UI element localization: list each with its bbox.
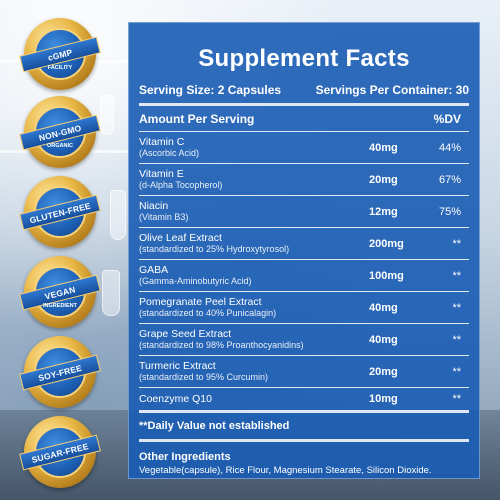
- fact-row-pomegranate: Pomegranate Peel Extract (standardized t…: [129, 292, 479, 323]
- ingredient-name: Pomegranate Peel Extract: [139, 296, 262, 308]
- ingredient-amount: 100mg: [369, 269, 404, 282]
- ingredient-amount: 20mg: [369, 365, 398, 378]
- divider: [139, 131, 469, 132]
- divider: [139, 103, 469, 106]
- ingredient-dv: **: [452, 237, 461, 250]
- lab-bottle: [100, 95, 114, 135]
- divider: [139, 259, 469, 260]
- ingredient-name: Vitamin E: [139, 168, 184, 180]
- ingredient-amount: 10mg: [369, 393, 398, 405]
- fact-row-grape-seed: Grape Seed Extract (standardized to 98% …: [129, 324, 479, 355]
- other-ingredients-title: Other Ingredients: [139, 451, 231, 463]
- fact-row-coq10: Coenzyme Q10 10mg **: [129, 388, 479, 410]
- lab-bottle: [110, 190, 126, 240]
- fact-row-vitamin-e: Vitamin E (d-Alpha Tocopherol) 20mg 67%: [129, 164, 479, 195]
- amount-header: Amount Per Serving: [139, 112, 255, 126]
- badge-sublabel: FACILITY: [47, 65, 73, 71]
- amount-header-row: Amount Per Serving %DV: [129, 106, 479, 131]
- ingredient-detail: (standardized to 98% Proanthocyanidins): [139, 340, 304, 350]
- fact-row-vitamin-c: Vitamin C (Ascorbic Acid) 40mg 44%: [129, 132, 479, 163]
- ingredient-detail: (standardized to 95% Curcumin): [139, 372, 269, 382]
- ingredient-detail: (Vitamin B3): [139, 212, 189, 222]
- fact-row-niacin: Niacin (Vitamin B3) 12mg 75%: [129, 196, 479, 227]
- ingredient-amount: 40mg: [369, 301, 398, 314]
- divider: [139, 355, 469, 356]
- fact-row-turmeric: Turmeric Extract (standardized to 95% Cu…: [129, 356, 479, 387]
- badge-sublabel: INGREDIENT: [43, 303, 77, 309]
- badge-vegan: VEGAN INGREDIENT: [19, 256, 101, 328]
- ingredient-name: Coenzyme Q10: [139, 393, 212, 405]
- badge-non-gmo: NON-GMO ORGANIC: [19, 96, 101, 168]
- ingredient-dv: **: [452, 393, 461, 405]
- badge-sugar-free: SUGAR-FREE: [19, 416, 101, 488]
- ingredient-name: Vitamin C: [139, 136, 185, 148]
- ingredient-name: Olive Leaf Extract: [139, 232, 222, 244]
- ingredient-name: GABA: [139, 264, 169, 276]
- badge-soy-free: SOY-FREE: [19, 336, 101, 408]
- ingredient-name: Turmeric Extract: [139, 360, 216, 372]
- dv-header: %DV: [433, 112, 461, 126]
- serving-size: Serving Size: 2 Capsules: [139, 83, 282, 97]
- ingredient-amount: 12mg: [369, 205, 398, 218]
- divider: [139, 387, 469, 388]
- fact-row-olive-leaf: Olive Leaf Extract (standardized to 25% …: [129, 228, 479, 259]
- ingredient-dv: **: [452, 269, 461, 282]
- servings-per-container: Servings Per Container: 30: [315, 83, 469, 97]
- ingredient-amount: 20mg: [369, 173, 398, 186]
- ingredient-dv: 75%: [438, 205, 461, 218]
- ingredient-dv: 67%: [438, 173, 461, 186]
- ingredient-amount: 200mg: [369, 237, 404, 250]
- serving-info: Serving Size: 2 Capsules Servings Per Co…: [129, 73, 479, 103]
- panel-title: Supplement Facts: [198, 45, 410, 72]
- badge-sublabel: ORGANIC: [47, 143, 73, 149]
- divider: [139, 227, 469, 228]
- ingredient-dv: **: [452, 333, 461, 346]
- daily-value-note: **Daily Value not established: [139, 420, 290, 432]
- ingredient-name: Niacin: [139, 200, 169, 212]
- ingredient-dv: **: [452, 365, 461, 378]
- ingredient-detail: (standardized to 25% Hydroxytyrosol): [139, 244, 290, 254]
- ingredient-dv: **: [452, 301, 461, 314]
- ingredient-name: Grape Seed Extract: [139, 328, 232, 340]
- ingredient-detail: (Ascorbic Acid): [139, 148, 200, 158]
- divider: [139, 163, 469, 164]
- badge-gluten-free: GLUTEN-FREE: [19, 176, 101, 248]
- other-ingredients-text: Vegetable(capsule), Rice Flour, Magnesiu…: [139, 465, 432, 476]
- ingredient-detail: (standardized to 40% Punicalagin): [139, 308, 277, 318]
- divider: [139, 410, 469, 413]
- ingredient-amount: 40mg: [369, 141, 398, 154]
- divider: [139, 439, 469, 442]
- ingredient-detail: (d-Alpha Tocopherol): [139, 180, 223, 190]
- ingredient-dv: 44%: [438, 141, 461, 154]
- lab-bottle: [102, 270, 120, 316]
- divider: [139, 323, 469, 324]
- divider: [139, 291, 469, 292]
- fact-row-gaba: GABA (Gamma-Aminobutyric Acid) 100mg **: [129, 260, 479, 291]
- badge-cgmp: cGMP FACILITY: [19, 18, 101, 90]
- ingredient-detail: (Gamma-Aminobutyric Acid): [139, 276, 252, 286]
- divider: [139, 195, 469, 196]
- ingredient-amount: 40mg: [369, 333, 398, 346]
- supplement-facts-panel: Supplement Facts Serving Size: 2 Capsule…: [128, 22, 480, 479]
